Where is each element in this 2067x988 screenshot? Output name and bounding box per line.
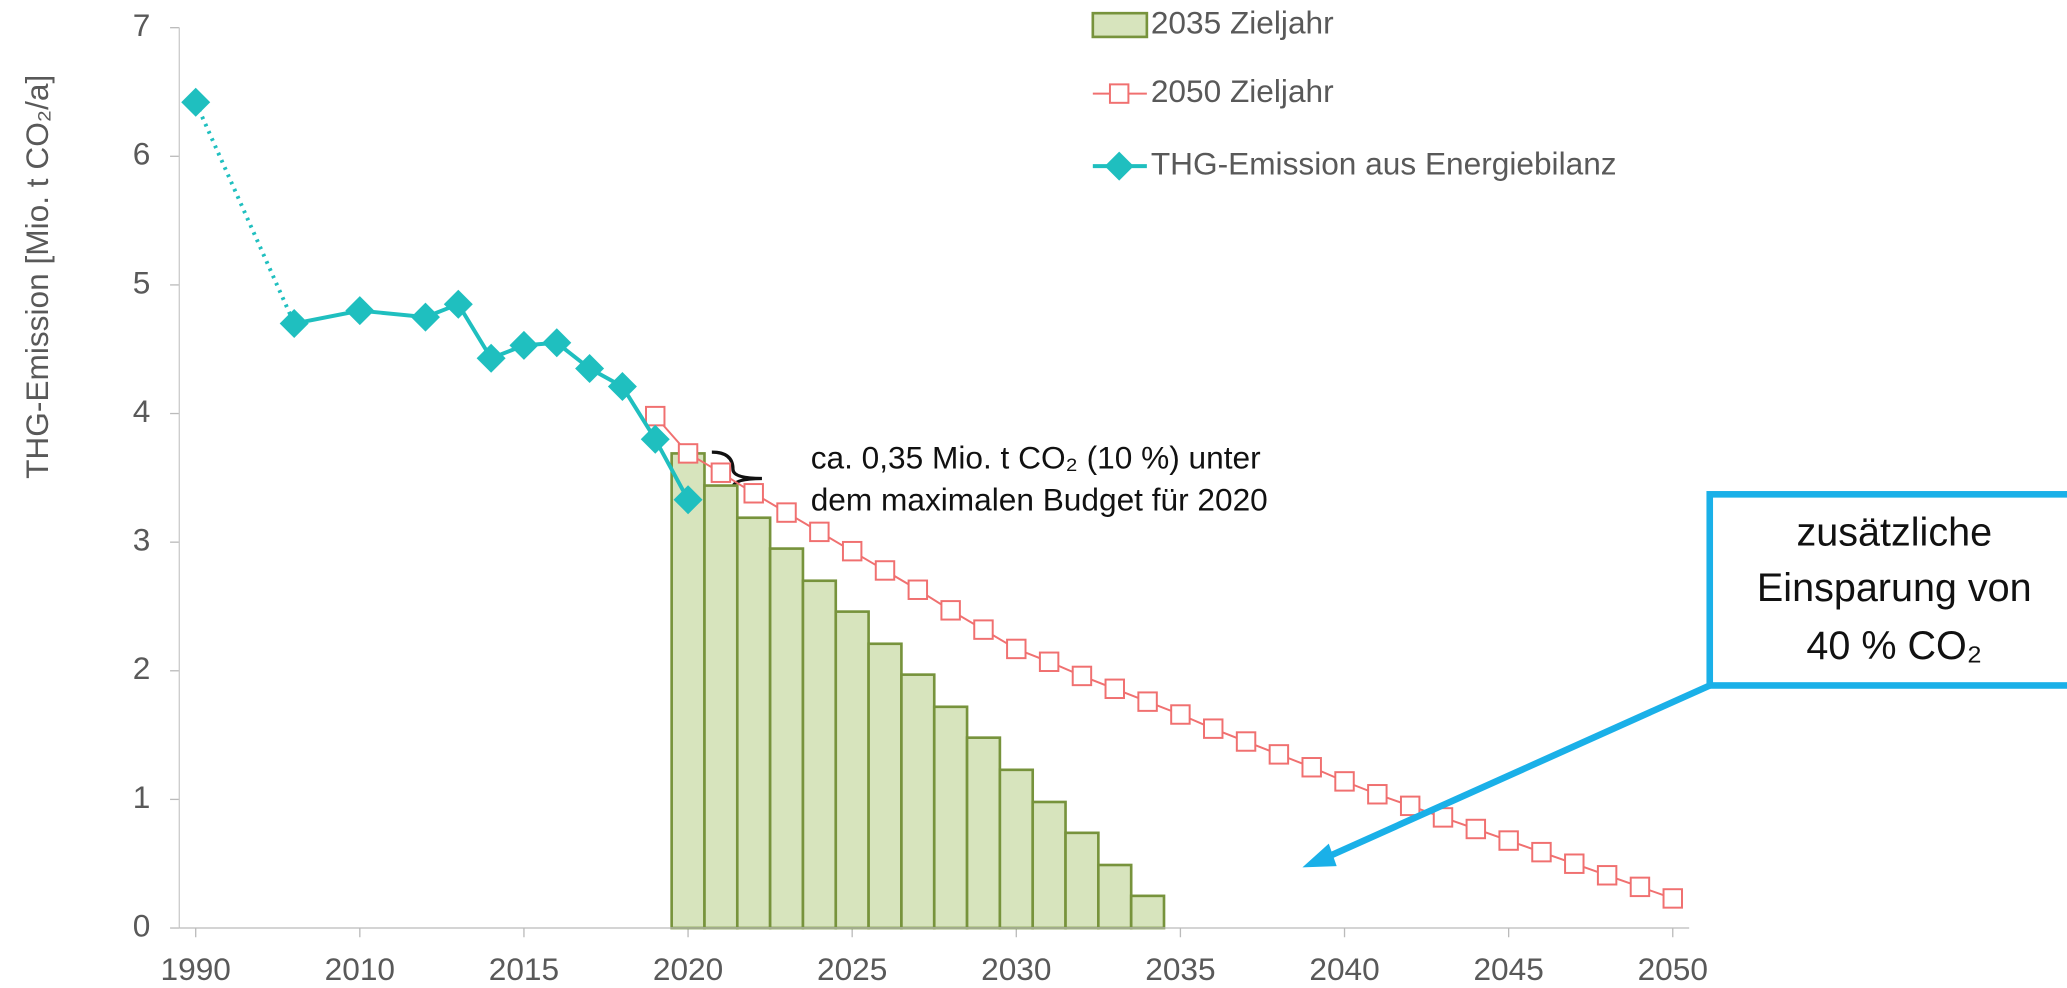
marker — [874, 560, 896, 581]
marker — [743, 483, 764, 504]
x-tick-label: 2030 — [981, 951, 1051, 987]
marker — [1564, 853, 1585, 874]
marker — [1367, 784, 1388, 805]
x-tick-label: 2025 — [817, 951, 887, 987]
bar — [1129, 894, 1166, 930]
y-tick-label: 7 — [133, 7, 151, 43]
x-tick-label: 2010 — [325, 951, 395, 987]
marker — [1268, 744, 1290, 765]
marker — [1531, 841, 1552, 863]
marker — [776, 502, 797, 523]
marker — [443, 289, 473, 319]
marker — [1071, 665, 1093, 687]
legend-label: THG-Emission aus Energiebilanz — [1151, 145, 1617, 181]
bar — [1031, 800, 1067, 930]
marker — [345, 296, 375, 326]
x-tick-label: 1990 — [161, 951, 231, 987]
marker — [841, 540, 863, 562]
y-tick-label: 2 — [133, 650, 151, 686]
bar — [867, 642, 903, 930]
marker — [1038, 651, 1060, 672]
bar — [768, 547, 805, 930]
marker — [1596, 865, 1618, 886]
marker — [1203, 718, 1224, 739]
callout-arrow — [1323, 682, 1712, 862]
bar — [932, 705, 969, 930]
marker — [973, 619, 994, 640]
legend-label: 2035 Zieljahr — [1151, 4, 1334, 40]
bar — [1097, 863, 1133, 930]
marker — [575, 354, 605, 384]
marker — [1399, 795, 1421, 817]
marker — [410, 302, 440, 332]
bar — [801, 579, 838, 930]
x-tick-label: 2050 — [1638, 951, 1708, 987]
bar — [670, 452, 706, 930]
marker — [677, 443, 699, 464]
marker — [640, 424, 670, 454]
marker — [1104, 678, 1125, 700]
callout-box — [1706, 491, 2067, 689]
marker — [1170, 704, 1191, 725]
bar — [834, 610, 870, 930]
bar — [965, 736, 1002, 930]
marker — [907, 579, 929, 600]
y-tick-label: 5 — [133, 264, 151, 300]
annotation: dem maximalen Budget für 2020 — [811, 482, 1268, 518]
y-tick-label: 0 — [133, 907, 151, 943]
marker — [645, 405, 666, 427]
x-tick-label: 2045 — [1473, 951, 1543, 987]
marker — [1301, 757, 1322, 778]
marker — [1137, 691, 1158, 712]
marker — [1334, 771, 1355, 792]
line — [293, 301, 690, 501]
marker — [476, 343, 506, 373]
legend-swatch — [1091, 11, 1149, 39]
bar — [900, 673, 936, 930]
y-tick-label: 1 — [133, 779, 151, 815]
marker — [673, 485, 703, 515]
marker — [1629, 876, 1651, 898]
marker — [509, 330, 539, 360]
y-tick-label: 6 — [133, 136, 151, 172]
marker — [1006, 638, 1027, 660]
marker — [940, 600, 961, 621]
legend-marker — [1108, 83, 1130, 104]
arrow-head — [1302, 843, 1337, 868]
marker — [279, 309, 309, 339]
y-axis-label: THG-Emission [Mio. t CO₂/a] — [19, 75, 55, 479]
x-tick-label: 2020 — [653, 951, 723, 987]
marker — [1498, 830, 1519, 851]
legend-label: 2050 Zieljahr — [1151, 73, 1334, 109]
legend-marker — [1104, 151, 1134, 181]
marker — [1235, 731, 1257, 752]
bar — [735, 516, 772, 930]
x-tick-label: 2035 — [1145, 951, 1215, 987]
callout-text: Einsparung von — [1757, 566, 2032, 610]
marker — [1465, 818, 1487, 840]
y-tick-label: 4 — [133, 393, 151, 429]
bar — [703, 484, 739, 930]
x-tick-label: 2015 — [489, 951, 559, 987]
x-tick-label: 2040 — [1309, 951, 1379, 987]
marker — [181, 87, 211, 117]
callout-text: 40 % CO₂ — [1806, 624, 1982, 668]
annotation: ca. 0,35 Mio. t CO₂ (10 %) unter — [811, 439, 1261, 475]
callout-text: zusätzliche — [1797, 511, 1993, 555]
bar — [998, 768, 1035, 930]
line — [193, 101, 296, 325]
marker — [710, 462, 732, 483]
marker — [809, 521, 830, 543]
y-tick-label: 3 — [133, 522, 151, 558]
bar — [1064, 831, 1100, 930]
marker — [607, 372, 637, 402]
marker — [1662, 888, 1683, 909]
